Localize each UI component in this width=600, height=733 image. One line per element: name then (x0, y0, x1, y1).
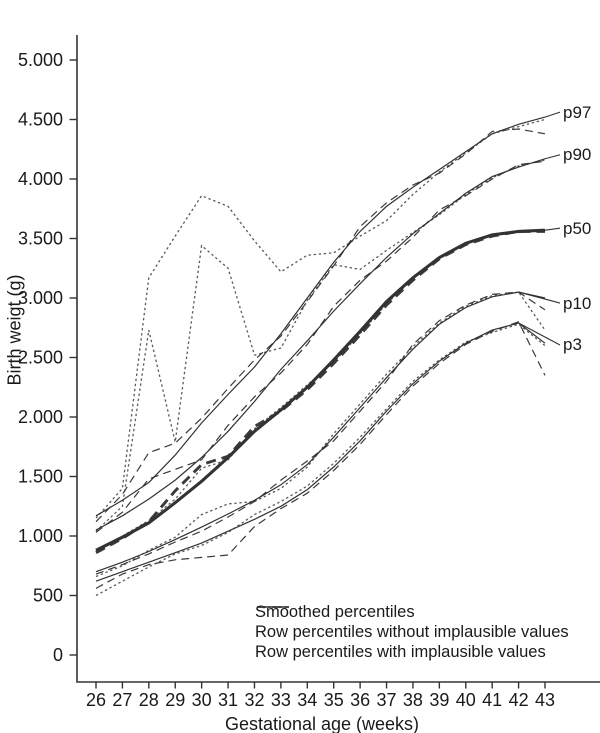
series-p90-without (95, 160, 546, 533)
legend-label: Row percentiles without implausible valu… (255, 622, 569, 641)
series-p90-smoothed (95, 158, 546, 531)
legend-item-without-implausible: Row percentiles without implausible valu… (255, 606, 569, 642)
y-tick-label: 3.000 (18, 288, 63, 308)
dashed-line-sample-icon (257, 606, 289, 608)
x-tick-label: 36 (350, 690, 370, 710)
x-tick-label: 34 (297, 690, 317, 710)
y-axis-title: Birth weigt (g) (4, 274, 25, 386)
y-tick-label: 0 (53, 645, 63, 665)
x-tick-label: 38 (403, 690, 423, 710)
y-tick-label: 1.000 (18, 526, 63, 546)
series-p50-without (95, 229, 545, 554)
x-tick-label: 28 (139, 690, 159, 710)
x-axis-title: Gestational age (weeks) (224, 714, 420, 733)
y-tick-label: 4.500 (18, 110, 63, 130)
series-p50-smoothed (95, 228, 546, 552)
x-tick-label: 33 (271, 690, 291, 710)
series-p3-smoothed (95, 322, 546, 582)
curve-label-p3: p3 (563, 335, 582, 355)
series-p10-smoothed (95, 291, 546, 573)
x-tick-label: 31 (218, 690, 238, 710)
y-tick-label: 4.000 (18, 169, 63, 189)
x-tick-label: 26 (86, 690, 106, 710)
leader-line-p97 (544, 111, 561, 118)
series-p10-without (95, 291, 546, 575)
dotted-line-sample-icon (257, 606, 289, 608)
curve-label-p50: p50 (563, 218, 592, 238)
curve-label-p90: p90 (563, 145, 592, 165)
x-tick-label: 40 (456, 690, 476, 710)
series-p97-smoothed (95, 116, 546, 517)
series-p97-without (95, 128, 546, 523)
legend: Smoothed percentiles Row percentiles wit… (255, 602, 569, 662)
curve-label-p97: p97 (563, 102, 592, 122)
x-tick-label: 43 (535, 690, 555, 710)
x-tick-label: 42 (509, 690, 529, 710)
leader-line-p50 (544, 227, 561, 231)
leader-line-p3 (518, 322, 561, 346)
legend-label: Smoothed percentiles (255, 602, 415, 621)
leader-line-p90 (544, 154, 561, 160)
axis-lines (76, 35, 600, 683)
series-p3-without (95, 321, 546, 589)
x-tick-label: 37 (377, 690, 397, 710)
legend-item-smoothed: Smoothed percentiles (255, 602, 569, 622)
y-tick-label: 3.500 (18, 229, 63, 249)
y-tick-label: 5.000 (18, 50, 63, 70)
x-tick-label: 41 (482, 690, 502, 710)
x-tick-label: 29 (165, 690, 185, 710)
legend-label: Row percentiles with implausible values (255, 642, 546, 661)
y-tick-label: 1.500 (18, 467, 63, 487)
series-p90-with (95, 159, 546, 532)
x-tick-label: 35 (324, 690, 344, 710)
legend-item-with-implausible: Row percentiles with implausible values (255, 606, 569, 662)
x-tick-label: 39 (429, 690, 449, 710)
y-tick-label: 2.000 (18, 407, 63, 427)
x-tick-label: 32 (244, 690, 264, 710)
y-tick-label: 500 (33, 586, 63, 606)
x-tick-label: 30 (192, 690, 212, 710)
series-p97-with (95, 118, 546, 519)
y-tick-label: 2.500 (18, 348, 63, 368)
series-p3-with (95, 323, 546, 597)
series-p10-with (95, 291, 546, 578)
curve-label-p10: p10 (563, 293, 592, 313)
leader-line-p10 (518, 291, 561, 304)
x-tick-label: 27 (112, 690, 132, 710)
